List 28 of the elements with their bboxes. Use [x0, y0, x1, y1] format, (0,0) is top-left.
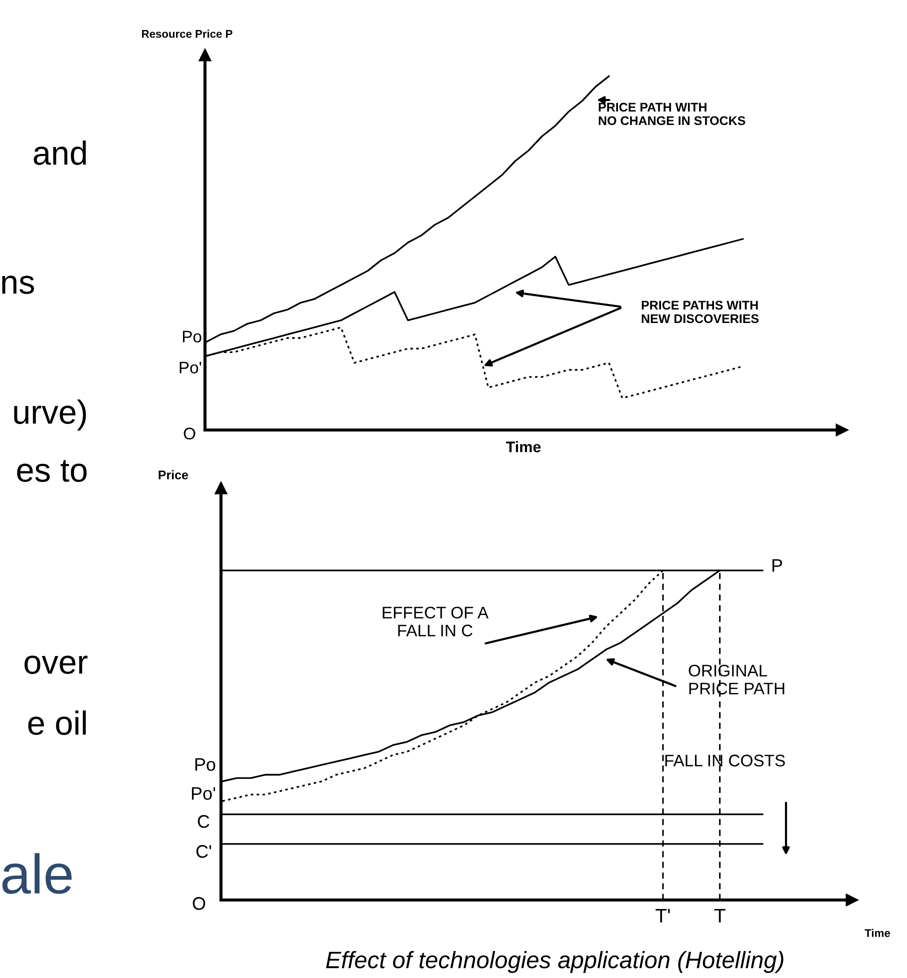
text: Po'	[192, 787, 216, 800]
annotation: PRICE PATHS WITH NEW DISCOVERIES	[642, 300, 759, 324]
y-axis-title: Resource Price P	[142, 30, 232, 38]
text: e oil	[28, 710, 86, 735]
text: C	[198, 815, 210, 828]
annotation: PRICE PATH WITH NO CHANGE IN STOCKS	[598, 102, 746, 126]
text: es to	[17, 460, 87, 482]
y-axis-title: Price	[158, 470, 188, 480]
annotation: P	[772, 559, 782, 572]
x-tick-label: T	[714, 909, 726, 922]
text: Po'	[180, 362, 202, 374]
annotation: EFFECT OF A FALL IN C	[382, 606, 489, 636]
annotation: ORIGINAL PRICE PATH	[688, 664, 784, 694]
x-tick-label: T'	[656, 909, 670, 922]
text: O	[192, 897, 206, 910]
text: ale	[2, 853, 72, 894]
text: Po	[195, 758, 216, 771]
text: over	[24, 656, 88, 674]
x-axis-title: Time	[506, 441, 541, 452]
text: C'	[196, 845, 212, 858]
x-axis-title: Time	[864, 928, 890, 937]
text: Effect of technologies application (Hotelling)	[326, 950, 784, 974]
text: and	[34, 140, 86, 165]
annotation: FALL IN COSTS	[665, 754, 785, 766]
text: Po	[182, 330, 202, 342]
text: ns	[2, 276, 34, 294]
text: urve)	[14, 399, 86, 431]
text: O	[184, 428, 196, 440]
